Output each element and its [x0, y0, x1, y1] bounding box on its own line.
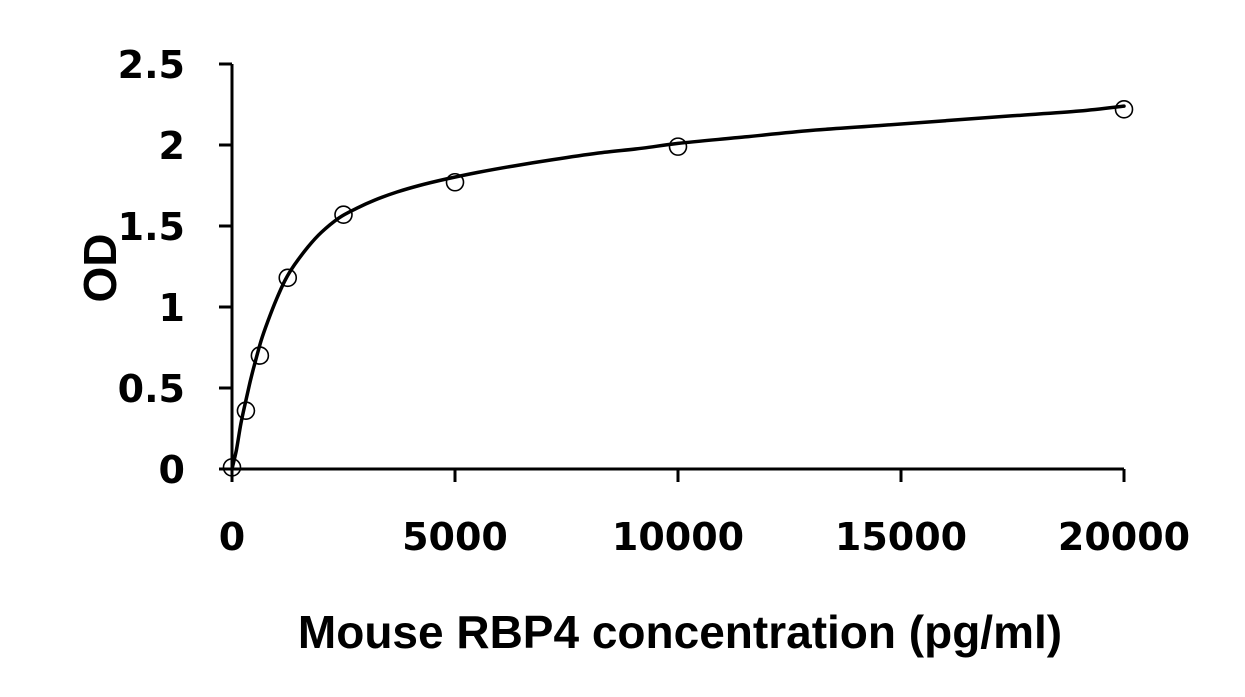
data-point [445, 172, 465, 192]
data-point [278, 268, 298, 288]
data-point [668, 137, 688, 156]
y-tick-label: 1 [159, 286, 185, 330]
x-tick-label: 15000 [835, 515, 967, 559]
data-point [222, 458, 242, 477]
data-point [250, 346, 270, 365]
fit-curve [230, 104, 1126, 471]
y-tick-label: 0.5 [118, 367, 185, 411]
x-tick-label: 5000 [402, 515, 508, 559]
y-tick-label: 2.5 [118, 43, 185, 87]
fit-curve-layer [230, 104, 1126, 471]
x-tick-label: 0 [219, 515, 245, 559]
data-points [222, 100, 1134, 477]
y-axis-title: OD [74, 234, 126, 303]
data-point [1114, 100, 1134, 119]
y-tick-label: 1.5 [118, 205, 185, 249]
axes [219, 62, 1126, 482]
data-point [334, 205, 353, 224]
tick-labels: 0 0.5 1 1.5 2 2.5 0 5000 10000 15000 20000 [118, 43, 1190, 559]
y-tick-label: 0 [159, 448, 185, 492]
data-point [236, 401, 256, 420]
x-axis-title: Mouse RBP4 concentration (pg/ml) [298, 606, 1062, 658]
x-tick-label: 20000 [1058, 515, 1190, 559]
x-tick-label: 10000 [612, 515, 744, 559]
y-tick-label: 2 [159, 124, 185, 168]
